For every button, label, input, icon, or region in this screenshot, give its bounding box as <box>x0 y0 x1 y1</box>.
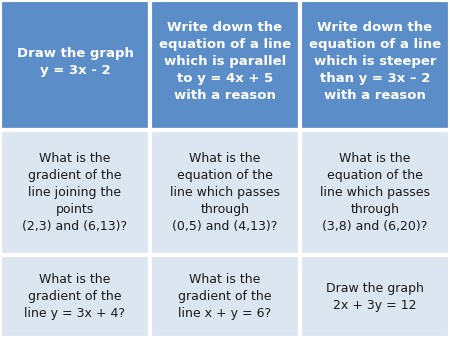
Text: What is the
equation of the
line which passes
through
(3,8) and (6,20)?: What is the equation of the line which p… <box>320 152 430 233</box>
Text: Write down the
equation of a line
which is steeper
than y = 3x – 2
with a reason: Write down the equation of a line which … <box>309 21 441 102</box>
Text: What is the
gradient of the
line x + y = 6?: What is the gradient of the line x + y =… <box>178 273 272 320</box>
Text: Write down the
equation of a line
which is parallel
to y = 4x + 5
with a reason: Write down the equation of a line which … <box>159 21 291 102</box>
Text: What is the
equation of the
line which passes
through
(0,5) and (4,13)?: What is the equation of the line which p… <box>170 152 280 233</box>
Bar <box>300 0 450 130</box>
Text: What is the
gradient of the
line y = 3x + 4?: What is the gradient of the line y = 3x … <box>24 273 126 320</box>
Bar <box>0 130 150 255</box>
Text: Draw the graph
2x + 3y = 12: Draw the graph 2x + 3y = 12 <box>326 282 424 312</box>
Bar <box>0 255 150 338</box>
Bar <box>150 130 300 255</box>
Text: Draw the graph
y = 3x - 2: Draw the graph y = 3x - 2 <box>17 47 134 77</box>
Text: What is the
gradient of the
line joining the
points
(2,3) and (6,13)?: What is the gradient of the line joining… <box>22 152 127 233</box>
Bar <box>300 130 450 255</box>
Bar <box>0 0 150 130</box>
Bar <box>150 0 300 130</box>
Bar <box>300 255 450 338</box>
Bar <box>150 255 300 338</box>
